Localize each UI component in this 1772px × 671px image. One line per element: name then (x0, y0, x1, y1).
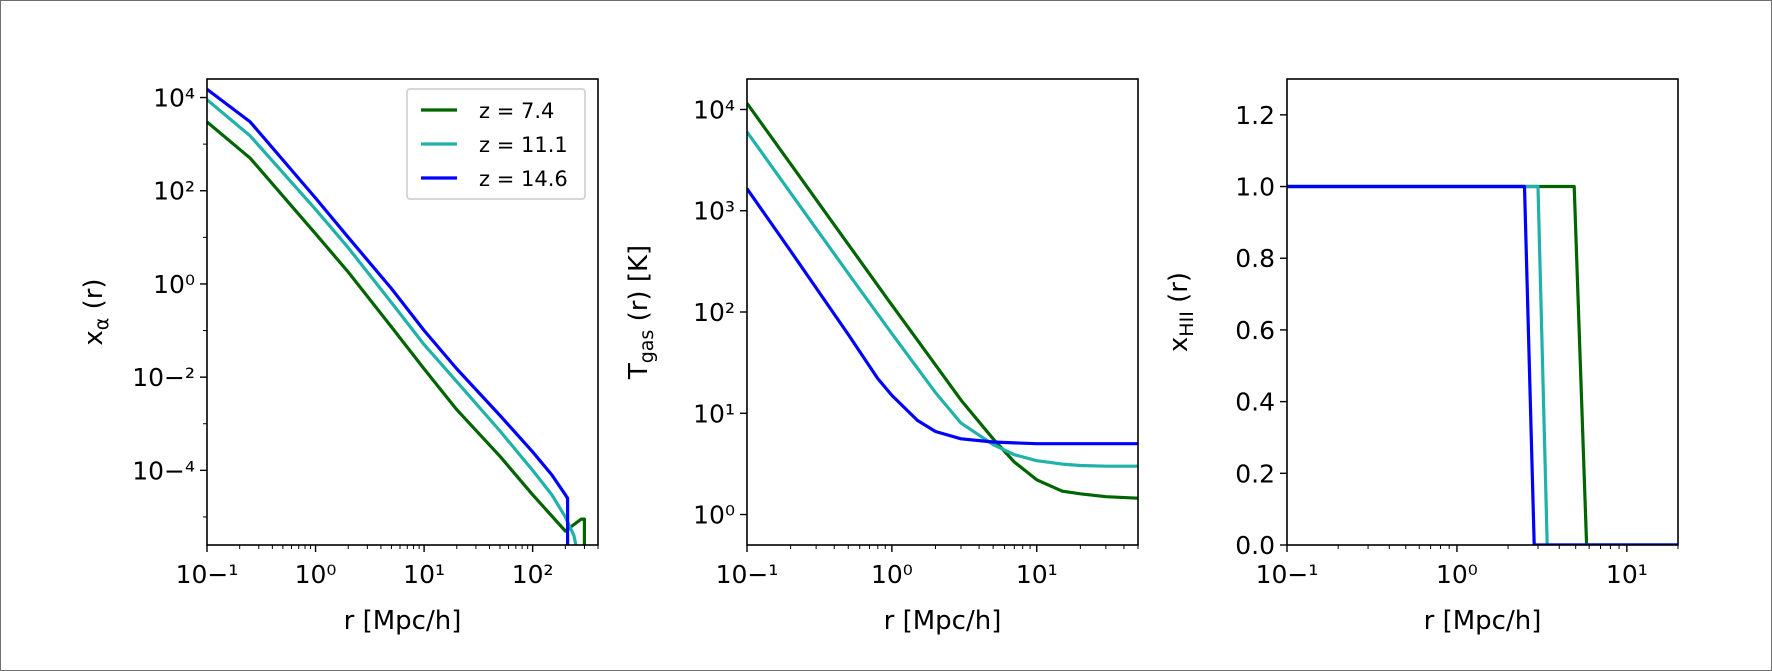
x-axis-label: r [Mpc/h] (884, 606, 1002, 636)
legend-entry: z = 14.6 (479, 167, 568, 191)
series-line-z-7-4 (1287, 184, 1678, 545)
x-tick-label: 10¹ (1606, 560, 1648, 589)
axes-frame (746, 78, 1139, 546)
x-tick-label: 10⁰ (295, 560, 337, 589)
x-tick-label: 10−¹ (176, 560, 239, 589)
series-group (207, 88, 587, 545)
x-tick-label: 10−¹ (716, 560, 779, 589)
y-tick-label: 10⁰ (693, 501, 735, 530)
axes-frame (206, 78, 599, 546)
y-tick-label: 10⁴ (693, 95, 735, 124)
series-line-z-14-6 (1287, 184, 1678, 545)
y-tick-label: 10² (693, 298, 735, 327)
panel-3: 10−¹ 10⁰ 10¹ 0.0 0.2 0.4 0.6 0.8 1.0 1.2 r [Mpc/h]… (1164, 78, 1679, 636)
y-tick-label: 0.2 (1235, 459, 1275, 488)
y-tick-label: 0.6 (1235, 316, 1275, 345)
series-group (1287, 184, 1678, 545)
x-axis-label: r [Mpc/h] (1424, 606, 1542, 636)
y-tick-label: 0.4 (1235, 388, 1275, 417)
y-axis-label: xHII (r) (1164, 272, 1198, 352)
panel-2: 10−¹ 10⁰ 10¹ 10⁰ 10¹ 10² 10³ 10⁴ r [Mpc/h] Tgas (… (624, 78, 1139, 636)
legend: z = 7.4 z = 11.1 z = 14.6 (406, 88, 586, 200)
x-tick-label: 10¹ (403, 560, 445, 589)
axes-frame (1286, 78, 1679, 546)
y-axis-label: xα (r) (79, 278, 113, 345)
series-line-z-11-1 (1287, 184, 1678, 545)
y-tick-label: 10³ (693, 197, 735, 226)
series-line-z-7-4 (747, 102, 1138, 500)
y-tick-label: 10⁰ (153, 270, 195, 299)
y-tick-label: 0.8 (1235, 244, 1275, 273)
legend-entry: z = 7.4 (479, 99, 554, 123)
series-line-z-7-4 (207, 120, 587, 545)
series-group (747, 102, 1138, 500)
y-axis-label: Tgas (r) [K] (624, 245, 658, 380)
series-line-z-11-1 (207, 98, 578, 545)
series-line-z-14-6 (207, 88, 570, 545)
legend-box (406, 88, 586, 200)
y-tick-label: 1.0 (1235, 173, 1275, 202)
panel-1: 10−¹ 10⁰ 10¹ 10² 10−⁴ 10−² 10⁰ 10² 10⁴ r [Mpc/h] x… (79, 78, 599, 636)
x-tick-label: 10⁰ (1436, 560, 1478, 589)
legend-entry: z = 11.1 (479, 133, 568, 157)
x-tick-label: 10⁰ (871, 560, 913, 589)
y-tick-label: 10² (153, 177, 195, 206)
x-tick-label: 10¹ (1016, 560, 1058, 589)
x-axis-label: r [Mpc/h] (344, 606, 462, 636)
y-tick-label: 1.2 (1235, 101, 1275, 130)
y-tick-label: 10−⁴ (132, 456, 195, 485)
y-tick-label: 10−² (132, 363, 195, 392)
x-tick-label: 10² (512, 560, 554, 589)
x-tick-label: 10−¹ (1256, 560, 1319, 589)
y-tick-label: 10⁴ (153, 84, 195, 113)
series-line-z-14-6 (747, 187, 1138, 446)
y-tick-label: 10¹ (693, 399, 735, 428)
series-line-z-11-1 (747, 130, 1138, 468)
y-tick-label: 0.0 (1235, 531, 1275, 560)
